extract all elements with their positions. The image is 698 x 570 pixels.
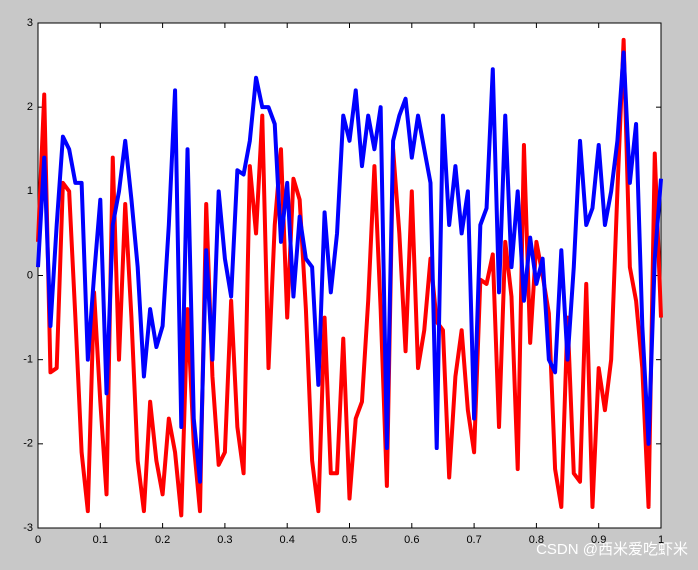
x-tick-label: 1 xyxy=(658,534,664,546)
y-tick-label: -2 xyxy=(23,438,33,450)
y-tick-label: 3 xyxy=(27,17,33,29)
watermark: CSDN @西米爱吃虾米 xyxy=(536,541,688,558)
x-tick-label: 0.1 xyxy=(93,534,108,546)
y-tick-label: 0 xyxy=(27,269,33,281)
y-tick-label: 1 xyxy=(27,185,33,197)
x-tick-label: 0.7 xyxy=(466,534,481,546)
series-line xyxy=(36,50,663,484)
x-tick-label: 0.3 xyxy=(217,534,232,546)
x-tick-label: 0.8 xyxy=(529,534,544,546)
x-tick-label: 0.2 xyxy=(155,534,170,546)
x-tick-label: 0.5 xyxy=(342,534,357,546)
x-tick-label: 0 xyxy=(35,534,41,546)
series-line xyxy=(36,37,663,518)
x-tick-label: 0.6 xyxy=(404,534,419,546)
plot-area xyxy=(37,22,662,529)
x-tick-label: 0.4 xyxy=(280,534,295,546)
y-tick-label: 2 xyxy=(27,101,33,113)
x-tick-label: 0.9 xyxy=(591,534,606,546)
y-tick-label: -1 xyxy=(23,354,33,366)
y-tick-label: -3 xyxy=(23,522,33,534)
